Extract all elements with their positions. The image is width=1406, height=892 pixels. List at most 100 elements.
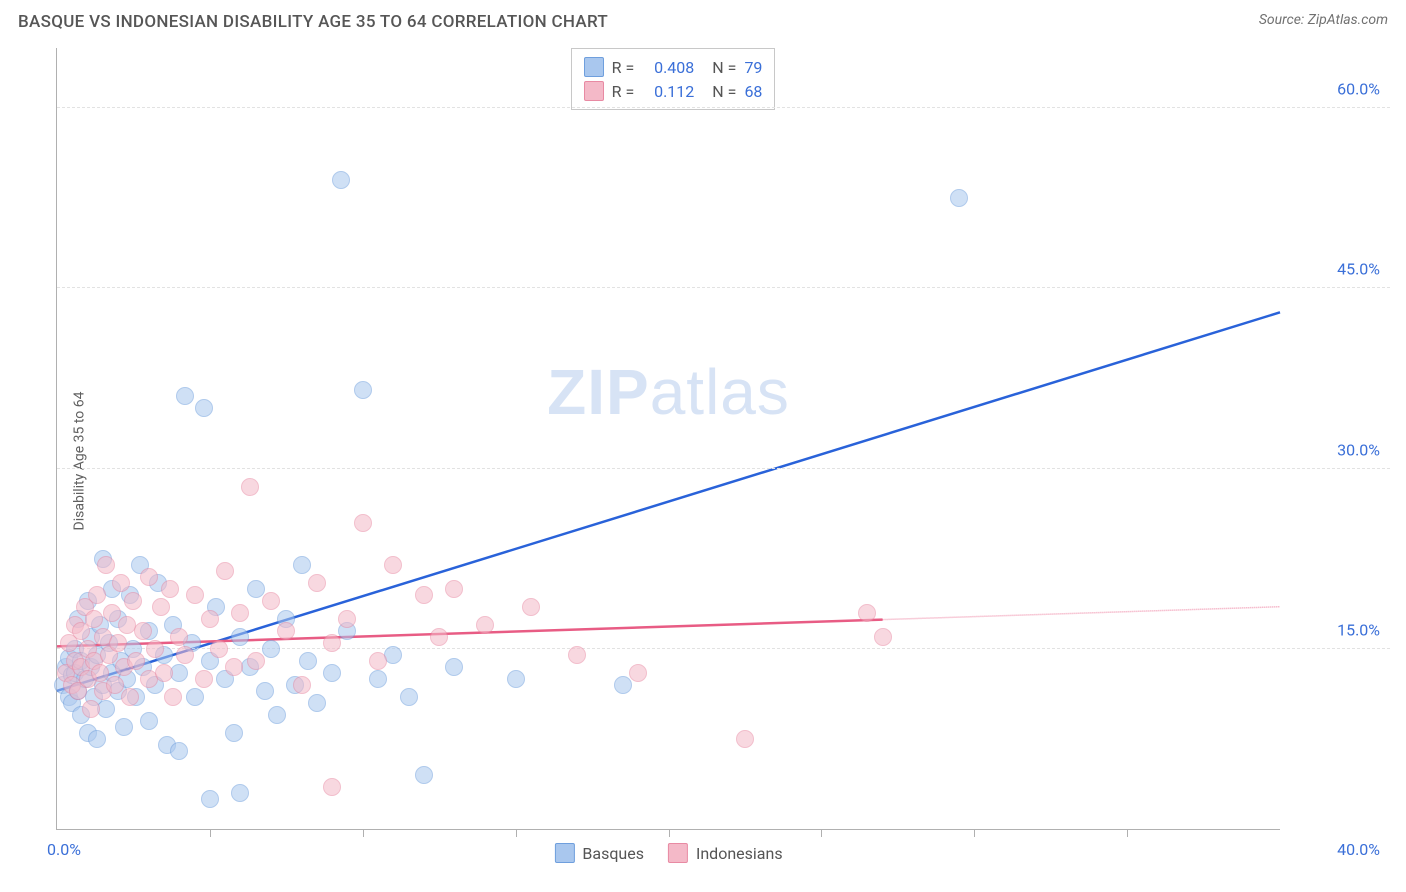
data-point xyxy=(629,664,647,682)
data-point xyxy=(308,574,326,592)
r-value-basques: 0.408 xyxy=(642,58,694,77)
data-point xyxy=(186,688,204,706)
swatch-basques xyxy=(584,57,604,77)
data-point xyxy=(201,610,219,628)
data-point xyxy=(262,640,280,658)
data-point xyxy=(161,580,179,598)
x-tick xyxy=(821,829,822,837)
data-point xyxy=(950,189,968,207)
n-value-indonesians: 68 xyxy=(744,82,762,101)
data-point xyxy=(308,694,326,712)
data-point xyxy=(299,652,317,670)
data-point xyxy=(103,604,121,622)
data-point xyxy=(124,592,142,610)
data-point xyxy=(210,640,228,658)
data-point xyxy=(176,387,194,405)
n-label: N = xyxy=(712,82,736,101)
data-point xyxy=(277,622,295,640)
plot-region: ZIPatlas R = 0.408 N = 79 R = 0.112 N = … xyxy=(56,48,1280,830)
chart-title: BASQUE VS INDONESIAN DISABILITY AGE 35 T… xyxy=(18,12,608,32)
grid-line xyxy=(57,107,1390,108)
data-point xyxy=(247,652,265,670)
data-point xyxy=(112,574,130,592)
data-point xyxy=(369,652,387,670)
data-point xyxy=(170,628,188,646)
data-point xyxy=(338,610,356,628)
stats-row-basques: R = 0.408 N = 79 xyxy=(584,55,763,79)
data-point xyxy=(155,664,173,682)
grid-line xyxy=(57,468,1390,469)
data-point xyxy=(522,598,540,616)
data-point xyxy=(231,604,249,622)
data-point xyxy=(121,688,139,706)
data-point xyxy=(195,399,213,417)
data-point xyxy=(332,171,350,189)
n-value-basques: 79 xyxy=(744,58,762,77)
data-point xyxy=(568,646,586,664)
data-point xyxy=(170,742,188,760)
x-tick xyxy=(669,829,670,837)
data-point xyxy=(507,670,525,688)
data-point xyxy=(88,586,106,604)
data-point xyxy=(262,592,280,610)
x-tick xyxy=(516,829,517,837)
data-point xyxy=(247,580,265,598)
bottom-legend: Basques Indonesians xyxy=(554,843,782,863)
data-point xyxy=(225,658,243,676)
data-point xyxy=(384,556,402,574)
trend-lines xyxy=(57,48,1280,829)
data-point xyxy=(127,652,145,670)
source-label: Source: xyxy=(1259,12,1304,28)
n-label: N = xyxy=(712,58,736,77)
data-point xyxy=(293,676,311,694)
data-point xyxy=(736,730,754,748)
grid-line xyxy=(57,287,1390,288)
data-point xyxy=(82,700,100,718)
data-point xyxy=(225,724,243,742)
x-tick-max: 40.0% xyxy=(1337,840,1380,859)
swatch-indonesians xyxy=(584,81,604,101)
data-point xyxy=(88,730,106,748)
y-tick-label: 15.0% xyxy=(1337,620,1380,639)
data-point xyxy=(231,784,249,802)
data-point xyxy=(415,766,433,784)
data-point xyxy=(415,586,433,604)
data-point xyxy=(140,568,158,586)
data-point xyxy=(115,718,133,736)
data-point xyxy=(195,670,213,688)
legend-label-basques: Basques xyxy=(582,844,644,863)
data-point xyxy=(874,628,892,646)
data-point xyxy=(97,556,115,574)
data-point xyxy=(293,556,311,574)
data-point xyxy=(354,514,372,532)
data-point xyxy=(231,628,249,646)
data-point xyxy=(140,712,158,730)
data-point xyxy=(201,790,219,808)
data-point xyxy=(91,664,109,682)
data-point xyxy=(445,658,463,676)
legend-item-basques: Basques xyxy=(554,843,644,863)
source-credit: Source: ZipAtlas.com xyxy=(1259,12,1388,28)
data-point xyxy=(323,634,341,652)
stats-row-indonesians: R = 0.112 N = 68 xyxy=(584,79,763,103)
legend-swatch-basques xyxy=(554,843,574,863)
r-value-indonesians: 0.112 xyxy=(642,82,694,101)
r-label: R = xyxy=(612,82,635,101)
y-tick-label: 45.0% xyxy=(1337,260,1380,279)
legend-item-indonesians: Indonesians xyxy=(668,843,783,863)
data-point xyxy=(256,682,274,700)
source-name: ZipAtlas.com xyxy=(1308,12,1388,28)
data-point xyxy=(241,478,259,496)
y-tick-label: 60.0% xyxy=(1337,80,1380,99)
data-point xyxy=(323,778,341,796)
stats-box: R = 0.408 N = 79 R = 0.112 N = 68 xyxy=(571,48,776,110)
data-point xyxy=(369,670,387,688)
chart-area: Disability Age 35 to 64 ZIPatlas R = 0.4… xyxy=(16,48,1390,874)
data-point xyxy=(476,616,494,634)
legend-swatch-indonesians xyxy=(668,843,688,863)
x-tick xyxy=(363,829,364,837)
x-tick-min: 0.0% xyxy=(47,840,81,859)
data-point xyxy=(164,688,182,706)
data-point xyxy=(106,676,124,694)
data-point xyxy=(216,562,234,580)
